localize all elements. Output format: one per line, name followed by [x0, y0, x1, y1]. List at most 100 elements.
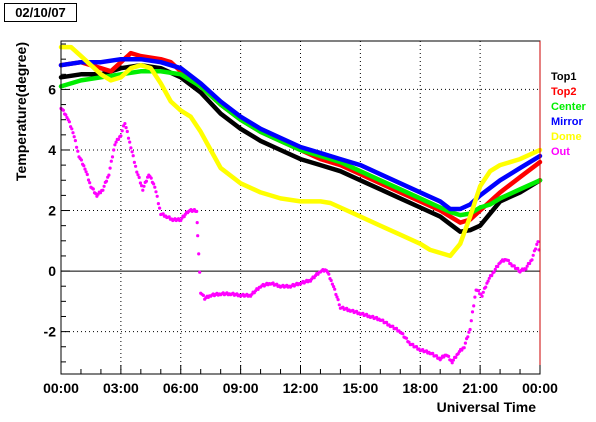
out-point — [473, 295, 477, 299]
out-point — [472, 304, 476, 308]
out-point — [130, 150, 134, 154]
out-point — [530, 258, 534, 262]
x-tick-label: 09:00 — [223, 380, 259, 396]
out-point — [394, 326, 399, 330]
out-point — [73, 139, 77, 143]
out-point — [152, 182, 156, 186]
series-out — [59, 106, 541, 365]
out-point — [126, 136, 131, 140]
legend-entry-top2: Top2 — [551, 86, 576, 98]
out-point — [113, 143, 117, 147]
x-tick-label: 21:00 — [462, 380, 498, 396]
out-point — [525, 264, 529, 268]
series-line-mirror — [58, 56, 543, 212]
out-point — [481, 290, 485, 294]
legend-entry-dome: Dome — [551, 131, 582, 143]
out-point — [476, 289, 481, 293]
out-point — [512, 264, 516, 268]
out-point — [334, 292, 338, 297]
out-point — [132, 160, 136, 164]
out-point — [85, 172, 89, 177]
out-point — [82, 164, 86, 168]
out-point — [67, 120, 71, 124]
out-point — [484, 285, 488, 289]
out-point — [161, 212, 165, 216]
date-label: 02/10/07 — [4, 3, 77, 22]
out-point — [79, 158, 83, 162]
out-point — [86, 178, 91, 182]
out-point — [83, 167, 87, 171]
out-point — [120, 129, 124, 133]
out-point — [197, 252, 201, 256]
out-point — [401, 332, 405, 336]
out-point — [480, 294, 484, 298]
out-point — [516, 266, 520, 270]
out-point — [94, 192, 98, 196]
out-point — [72, 135, 76, 139]
series-mirror — [58, 56, 543, 212]
out-point — [107, 173, 111, 177]
out-point — [434, 354, 439, 358]
x-tick-label: 15:00 — [342, 380, 378, 396]
out-point — [466, 335, 470, 339]
out-point — [381, 318, 385, 322]
series-dome — [58, 44, 543, 259]
out-point — [102, 184, 106, 188]
out-point — [84, 170, 88, 174]
x-tick-label: 12:00 — [283, 380, 319, 396]
out-point — [116, 137, 121, 141]
out-point — [88, 181, 92, 185]
out-point — [141, 188, 145, 192]
out-point — [195, 209, 199, 213]
series-line-dome — [58, 44, 543, 259]
y-tick-label: 6 — [48, 81, 56, 97]
x-tick-label: 18:00 — [402, 380, 438, 396]
out-point — [531, 253, 535, 257]
out-point — [462, 346, 466, 350]
axes: 00:00 03:00 06:00 09:00 12:00 15:00 18:00 21:00… — [43, 41, 558, 396]
out-point — [121, 124, 126, 128]
out-point — [492, 270, 496, 274]
out-point — [336, 298, 340, 302]
legend-entry-out: Out — [551, 146, 570, 158]
x-tick-label: 00:00 — [43, 380, 79, 396]
legend: Top1 Top2 Center Mirror Dome Out — [551, 71, 587, 158]
x-axis-title: Universal Time — [437, 399, 537, 415]
y-tick-label: 0 — [48, 263, 56, 279]
out-point — [155, 194, 159, 198]
out-point — [337, 303, 341, 307]
out-point — [71, 131, 75, 135]
out-point — [144, 179, 148, 183]
out-point — [140, 184, 144, 188]
out-point — [450, 361, 454, 365]
x-tick-label: 03:00 — [103, 380, 139, 396]
out-point — [158, 206, 162, 210]
out-point — [137, 175, 141, 180]
out-point — [156, 202, 160, 206]
out-point — [198, 270, 202, 274]
out-point — [149, 176, 153, 180]
out-point — [91, 187, 95, 191]
y-tick-label: 2 — [48, 203, 56, 219]
out-point — [451, 358, 455, 362]
out-point — [70, 127, 74, 131]
series-layer — [58, 44, 543, 365]
out-point — [524, 267, 528, 271]
legend-entry-mirror: Mirror — [551, 116, 584, 128]
out-point — [536, 240, 540, 244]
out-point — [454, 355, 458, 359]
out-point — [506, 258, 511, 263]
out-point — [333, 287, 337, 291]
out-point — [496, 264, 500, 269]
out-point — [153, 185, 157, 189]
out-point — [119, 134, 123, 138]
out-point — [330, 282, 334, 286]
out-point — [411, 342, 415, 346]
out-point — [404, 336, 409, 340]
out-point — [142, 184, 146, 188]
y-tick-label: -2 — [44, 324, 57, 340]
out-point — [101, 188, 105, 192]
out-point — [467, 330, 471, 334]
out-point — [327, 272, 331, 276]
